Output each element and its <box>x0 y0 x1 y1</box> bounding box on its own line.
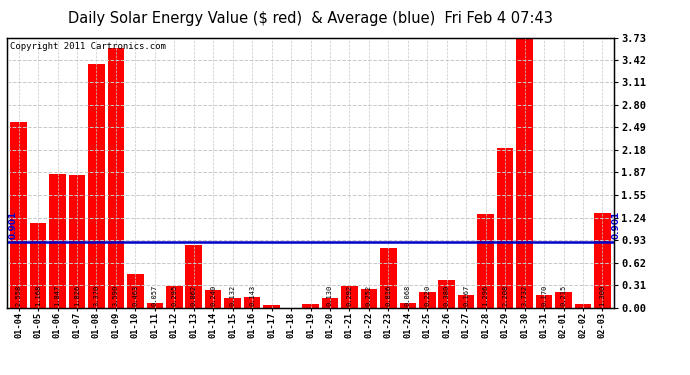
Bar <box>49 174 66 308</box>
Bar <box>555 292 572 308</box>
Text: Copyright 2011 Cartronics.com: Copyright 2011 Cartronics.com <box>10 42 166 51</box>
Text: 0.463: 0.463 <box>132 285 139 306</box>
Text: 3.590: 3.590 <box>113 285 119 306</box>
Text: 1.296: 1.296 <box>482 285 489 306</box>
Text: 0.170: 0.170 <box>541 285 547 306</box>
Bar <box>244 297 260 307</box>
Bar <box>380 248 397 308</box>
Text: 0.295: 0.295 <box>171 285 177 306</box>
Bar <box>30 223 46 308</box>
Text: 0.215: 0.215 <box>560 285 566 306</box>
Bar <box>186 245 202 308</box>
Bar <box>108 48 124 308</box>
Bar <box>361 289 377 308</box>
Bar <box>69 176 86 308</box>
Bar <box>438 280 455 308</box>
Text: 1.847: 1.847 <box>55 285 61 306</box>
Text: 2.208: 2.208 <box>502 285 508 306</box>
Bar <box>516 38 533 308</box>
Bar <box>497 148 513 308</box>
Text: 3.732: 3.732 <box>522 285 528 306</box>
Text: 0.816: 0.816 <box>385 285 391 306</box>
Bar <box>10 122 27 308</box>
Text: 0.901: 0.901 <box>611 210 620 238</box>
Bar <box>166 286 183 308</box>
Text: 0.292: 0.292 <box>346 285 353 306</box>
Bar <box>594 213 611 308</box>
Text: 0.240: 0.240 <box>210 285 216 306</box>
Bar <box>205 290 221 308</box>
Bar <box>458 296 475 307</box>
Text: 0.143: 0.143 <box>249 285 255 306</box>
Text: 0.132: 0.132 <box>230 285 236 306</box>
Text: 0.252: 0.252 <box>366 285 372 306</box>
Bar <box>419 292 435 308</box>
Text: 1.826: 1.826 <box>74 285 80 306</box>
Text: 0.901: 0.901 <box>9 210 18 238</box>
Text: 0.380: 0.380 <box>444 285 450 306</box>
Text: 2.558: 2.558 <box>16 285 21 306</box>
Bar <box>400 303 416 307</box>
Bar <box>127 274 144 308</box>
Text: 1.300: 1.300 <box>600 285 605 306</box>
Bar <box>535 295 552 307</box>
Text: 0.167: 0.167 <box>463 285 469 306</box>
Text: 0.068: 0.068 <box>405 285 411 306</box>
Text: 0.057: 0.057 <box>152 285 158 306</box>
Bar <box>322 298 338 307</box>
Bar <box>477 214 494 308</box>
Bar <box>302 304 319 307</box>
Bar <box>88 63 105 308</box>
Text: 3.370: 3.370 <box>93 285 99 306</box>
Text: 1.168: 1.168 <box>35 285 41 306</box>
Text: 0.130: 0.130 <box>327 285 333 306</box>
Bar <box>264 305 280 308</box>
Bar <box>224 298 241 307</box>
Text: 0.220: 0.220 <box>424 285 431 306</box>
Text: 0.862: 0.862 <box>190 285 197 306</box>
Text: Daily Solar Energy Value ($ red)  & Average (blue)  Fri Feb 4 07:43: Daily Solar Energy Value ($ red) & Avera… <box>68 11 553 26</box>
Bar <box>341 286 357 308</box>
Bar <box>575 304 591 307</box>
Bar <box>146 303 163 307</box>
